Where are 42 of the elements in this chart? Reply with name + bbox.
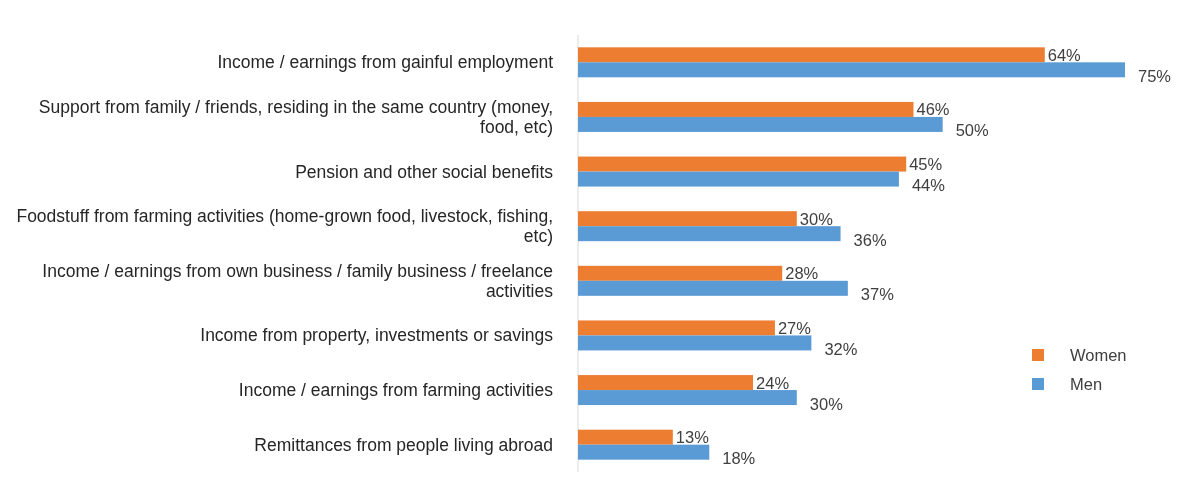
data-label: 45% <box>909 155 943 174</box>
bar <box>578 156 907 172</box>
y-tick-label: Pension and other social benefits <box>295 161 554 182</box>
data-label: 30% <box>799 209 834 228</box>
data-label: 30% <box>809 394 844 413</box>
data-label: 28% <box>785 264 819 283</box>
y-tick-label: Foodstuff from farming activities (home-grown food, livestock, fishing, etc) <box>16 206 553 247</box>
y-tick-label: Support from family / friends, residing in the same country (money, food, etc) <box>38 96 553 137</box>
data-label: 32% <box>824 339 858 358</box>
data-label: 50% <box>955 121 990 140</box>
bar <box>578 62 1125 78</box>
bar <box>578 335 812 351</box>
bar <box>578 101 914 117</box>
y-tick-label: Income from property, investments or savings <box>200 325 554 346</box>
bar <box>578 116 943 132</box>
data-label: 36% <box>853 230 887 249</box>
bar <box>578 171 899 187</box>
bar <box>578 226 841 242</box>
bar <box>578 320 775 336</box>
bar <box>578 280 848 296</box>
bar <box>578 444 710 460</box>
data-label: 46% <box>916 100 950 119</box>
legend-label: Men <box>1070 375 1103 393</box>
y-tick-label: Income / earnings from gainful employment <box>217 52 554 73</box>
data-label: 18% <box>722 449 756 468</box>
bar <box>578 47 1045 63</box>
bar <box>578 265 783 281</box>
bar <box>578 390 797 406</box>
data-label: 27% <box>777 318 812 337</box>
data-label: 75% <box>1138 66 1172 85</box>
data-label: 44% <box>911 176 946 195</box>
bar <box>578 429 673 445</box>
legend-label: Women <box>1070 346 1127 364</box>
data-label: 64% <box>1047 45 1082 64</box>
y-tick-label: Remittances from people living abroad <box>254 434 553 455</box>
data-label: 24% <box>756 373 790 392</box>
bar <box>578 211 797 227</box>
y-tick-label: Income / earnings from own business / family business / freelance activities <box>42 260 554 301</box>
data-label: 37% <box>860 285 895 304</box>
bar <box>578 375 754 391</box>
y-tick-label: Income / earnings from farming activities <box>238 380 554 401</box>
data-label: 13% <box>675 428 710 447</box>
